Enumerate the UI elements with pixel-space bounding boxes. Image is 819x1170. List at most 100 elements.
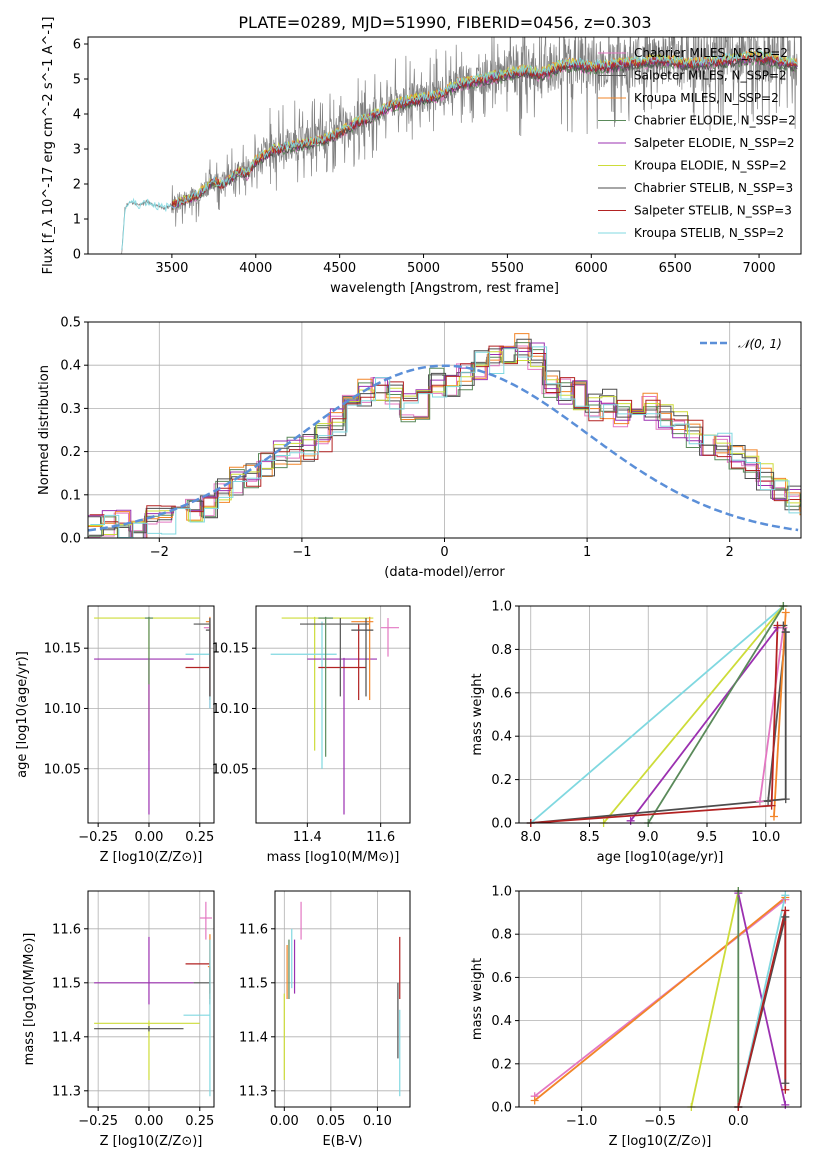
y-tick-label: 11.4 xyxy=(52,1030,81,1045)
weight-vs-metallicity-panel: −1.0 −0.5 0.0 0.0 0.2 0.4 0.6 0.8 1.0 Z [log10(Z/… xyxy=(470,885,802,1149)
x-tick-label: 0 xyxy=(440,545,448,560)
residual-histogram xyxy=(88,342,801,538)
y-tick-label: 3 xyxy=(73,143,81,158)
weight-marker xyxy=(764,797,773,806)
y-tick-label: 0.5 xyxy=(60,316,81,331)
y-tick-label: 11.6 xyxy=(239,922,268,937)
y-tick-label: 4 xyxy=(73,108,81,123)
y-tick-label: 0.1 xyxy=(60,488,81,503)
x-tick-label: 2 xyxy=(726,545,734,560)
y-tick-label: 0.4 xyxy=(491,730,512,745)
weight-marker xyxy=(755,797,764,806)
y-tick-label: 0.6 xyxy=(491,971,512,986)
weight-marker xyxy=(767,801,776,810)
residual-histogram xyxy=(88,351,801,535)
x-tick-label: 1 xyxy=(583,545,591,560)
y-tick-label: 0.0 xyxy=(491,1101,512,1116)
residual-histogram xyxy=(89,345,801,538)
y-tick-label: 0.0 xyxy=(491,817,512,832)
x-axis-label: (data-model)/error xyxy=(384,565,505,580)
age-vs-metallicity-panel: −0.25 0.00 0.25 10.05 10.10 10.15 Z [log10(Z/Z… xyxy=(15,605,215,865)
weight-line xyxy=(530,625,787,823)
normal-curve xyxy=(88,364,799,532)
x-tick-label: 0.05 xyxy=(316,1114,345,1129)
x-tick-label: −0.5 xyxy=(644,1114,676,1129)
x-axis-label: Z [log10(Z/Z⊙)] xyxy=(100,850,203,865)
weight-line xyxy=(530,606,784,823)
y-tick-label: 2 xyxy=(73,178,81,193)
weight-marker xyxy=(781,891,790,900)
y-tick-label: 5 xyxy=(73,73,81,88)
plot-frame xyxy=(87,890,215,1108)
y-tick-label: 11.4 xyxy=(239,1030,268,1045)
weight-marker xyxy=(769,812,778,821)
y-axis-label: Flux [f_λ 10^-17 erg cm^-2 s^-1 A^-1] xyxy=(41,17,56,275)
x-tick-label: 11.4 xyxy=(293,830,322,845)
x-tick-label: 6000 xyxy=(575,261,608,276)
plot-area xyxy=(94,901,212,1097)
plot-frame xyxy=(518,605,802,824)
x-tick-label: 3500 xyxy=(155,261,188,276)
x-axis-label: Z [log10(Z/Z⊙)] xyxy=(609,1134,712,1149)
residuals-panel: −2 −1 0 1 2 0.0 0.1 0.2 0.3 0.4 0.5 (data-model)/er… xyxy=(37,316,802,580)
legend-label: Kroupa MILES, N_SSP=2 xyxy=(634,91,779,105)
y-axis-label: mass [log10(M/M⊙)] xyxy=(22,933,37,1066)
plot-frame xyxy=(518,890,802,1108)
observed-spectrum xyxy=(121,37,798,254)
spectrum-panel: 3500 4000 4500 5000 5500 6000 6500 7000 0 1 2 3 4 5 6 w… xyxy=(41,17,802,296)
weight-marker xyxy=(781,608,790,617)
y-axis-label: mass weight xyxy=(470,958,485,1040)
weight-marker xyxy=(530,1096,539,1105)
y-tick-label: 1.0 xyxy=(491,600,512,615)
x-axis-label: E(B-V) xyxy=(322,1134,362,1149)
x-tick-label: 5000 xyxy=(407,261,440,276)
x-axis-label: mass [log10(M/M⊙)] xyxy=(267,850,400,865)
y-tick-label: 6 xyxy=(73,38,81,53)
y-tick-label: 0.4 xyxy=(491,1014,512,1029)
y-tick-label: 10.05 xyxy=(44,762,81,777)
x-tick-label: −2 xyxy=(150,545,169,560)
weight-marker xyxy=(781,906,790,915)
y-axis-label: mass weight xyxy=(470,673,485,755)
plot-area xyxy=(270,616,399,815)
plot-frame xyxy=(87,321,802,539)
y-tick-label: 11.6 xyxy=(52,922,81,937)
x-tick-label: 6500 xyxy=(659,261,692,276)
mass-vs-metallicity-panel: −0.25 0.00 0.25 11.3 11.4 11.5 11.6 Z [log10(Z/… xyxy=(22,890,215,1149)
y-tick-label: 11.5 xyxy=(52,976,81,991)
legend-label: Kroupa STELIB, N_SSP=2 xyxy=(634,226,784,240)
y-tick-label: 10.10 xyxy=(212,702,249,717)
y-tick-label: 0 xyxy=(73,248,81,263)
x-tick-label: −0.25 xyxy=(78,830,118,845)
legend-label: Salpeter MILES, N_SSP=2 xyxy=(634,69,787,83)
x-tick-label: 7000 xyxy=(743,261,776,276)
weight-line xyxy=(773,612,787,817)
plot-area xyxy=(94,616,211,815)
plot-frame xyxy=(87,36,802,255)
y-tick-label: 10.15 xyxy=(212,642,249,657)
x-tick-label: 11.6 xyxy=(366,830,395,845)
x-axis-label: age [log10(age/yr)] xyxy=(597,850,724,865)
y-tick-label: 10.10 xyxy=(44,702,81,717)
residual-histogram xyxy=(89,338,801,538)
x-tick-label: 4500 xyxy=(323,261,356,276)
plot-area xyxy=(530,606,787,823)
weight-marker xyxy=(781,1100,790,1109)
y-tick-label: 11.3 xyxy=(52,1084,81,1099)
x-tick-label: 0.10 xyxy=(363,1114,392,1129)
y-tick-label: 0.6 xyxy=(491,686,512,701)
model-spectrum-line xyxy=(121,49,798,251)
y-tick-label: 1.0 xyxy=(491,885,512,900)
weight-line xyxy=(647,606,785,823)
age-vs-mass-panel: 11.4 11.6 10.05 10.10 10.15 mass [log10(M/M⊙)… xyxy=(212,605,411,865)
x-tick-label: −0.25 xyxy=(78,1114,118,1129)
weight-line xyxy=(602,606,785,823)
legend-label: Chabrier MILES, N_SSP=2 xyxy=(634,46,788,60)
y-tick-label: 0.3 xyxy=(60,402,81,417)
x-tick-label: 10.0 xyxy=(751,830,780,845)
y-tick-label: 11.5 xyxy=(239,976,268,991)
residual-histogram xyxy=(88,354,801,538)
weight-marker xyxy=(773,621,782,630)
x-tick-label: 5500 xyxy=(491,261,524,276)
